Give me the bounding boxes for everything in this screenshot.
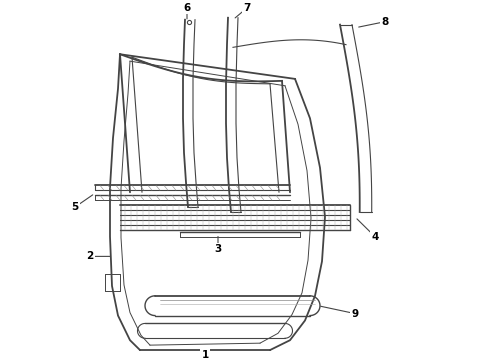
Text: 8: 8 (381, 17, 389, 27)
Text: 6: 6 (183, 3, 191, 13)
Text: 4: 4 (371, 232, 379, 242)
Text: 9: 9 (351, 309, 359, 319)
Text: 2: 2 (86, 251, 94, 261)
Text: 1: 1 (201, 350, 209, 360)
Text: 3: 3 (215, 244, 221, 255)
Text: 5: 5 (72, 202, 78, 212)
Text: 7: 7 (244, 3, 251, 13)
